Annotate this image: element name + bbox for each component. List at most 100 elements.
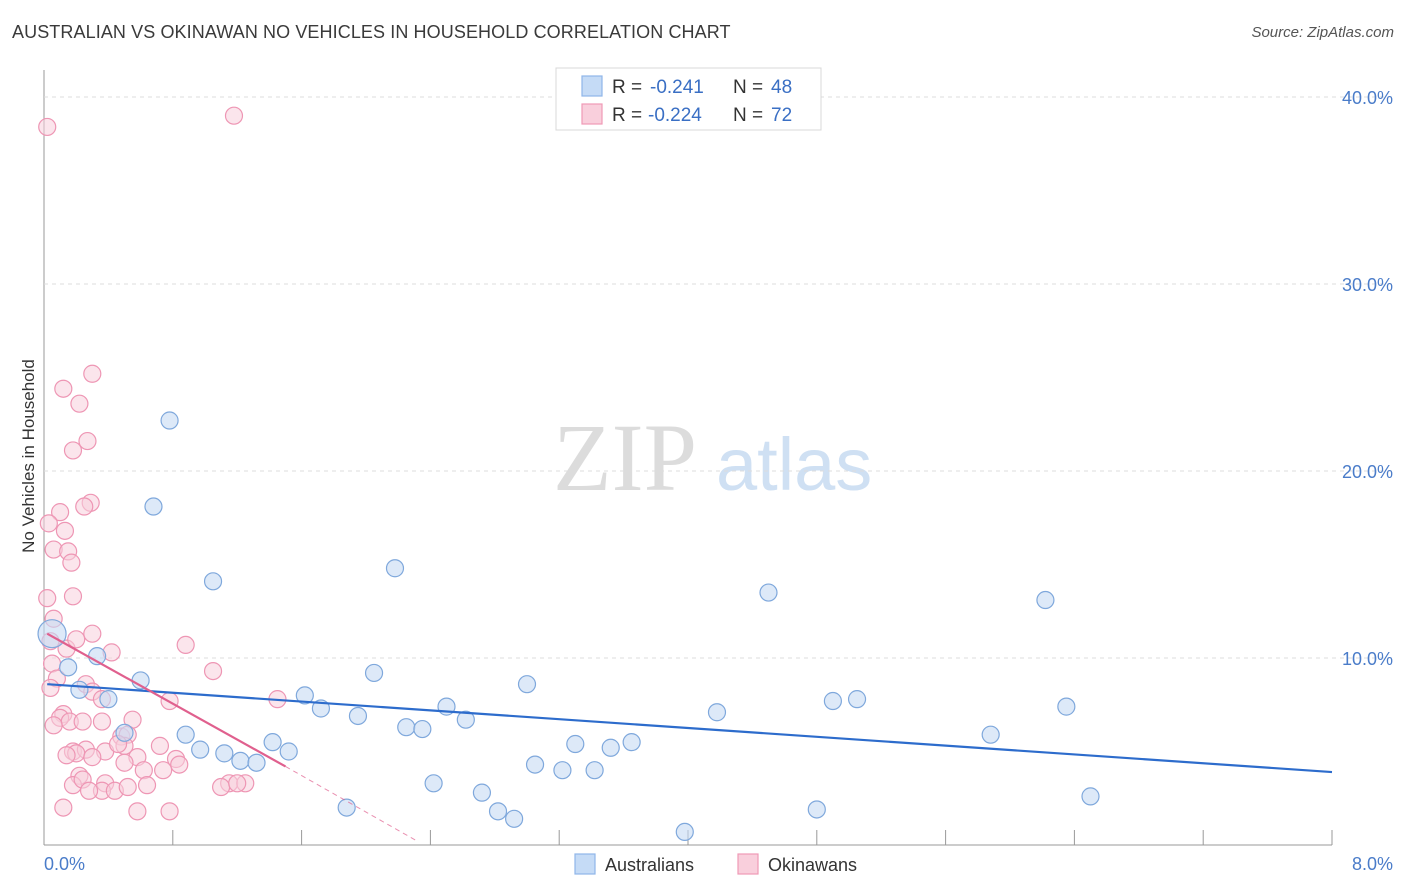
australian-point	[472, 783, 492, 802]
okinawan-point	[154, 761, 173, 780]
y-tick-label: 10.0%	[1342, 649, 1393, 669]
okinawan-point	[75, 497, 94, 516]
australian-point	[585, 761, 604, 780]
australian-point	[203, 572, 223, 591]
australian-point	[279, 742, 298, 761]
australian-point	[456, 710, 475, 729]
legend-r-label: R =	[612, 77, 642, 98]
okinawan-point	[39, 514, 58, 533]
australian-point	[807, 800, 826, 819]
okinawan-point	[50, 503, 70, 522]
x-tick-label: 0.0%	[44, 854, 85, 874]
source-label: Source: ZipAtlas.com	[1251, 24, 1394, 41]
australian-point	[59, 658, 78, 677]
legend-n-value: 72	[771, 105, 792, 126]
australian-point	[176, 725, 195, 744]
okinawan-point	[228, 774, 247, 793]
okinawan-point	[92, 712, 112, 731]
okinawan-point	[224, 106, 244, 125]
okinawan-point	[44, 716, 63, 735]
okinawan-point	[212, 777, 231, 797]
okinawans-trend-extension	[285, 766, 418, 842]
australians-trend-line	[47, 683, 1333, 774]
australian-point	[295, 686, 314, 705]
australian-point	[553, 761, 572, 780]
australian-point	[981, 725, 1000, 744]
australian-point	[37, 619, 67, 649]
australian-point	[847, 690, 867, 709]
legend-r-label: R =	[612, 105, 642, 126]
legend-swatch-okinawans	[581, 103, 603, 125]
y-tick-label: 40.0%	[1342, 88, 1393, 108]
okinawan-point	[70, 394, 89, 413]
okinawan-point	[73, 712, 92, 731]
australian-point	[424, 774, 443, 793]
chart-title: AUSTRALIAN VS OKINAWAN NO VEHICLES IN HO…	[12, 22, 731, 42]
australian-point	[1057, 697, 1076, 716]
okinawan-point	[38, 589, 57, 608]
australian-point	[525, 755, 545, 774]
australian-point	[1036, 590, 1055, 610]
bottom-legend-swatch-okinawans	[737, 853, 759, 875]
australian-point	[413, 719, 432, 739]
okinawan-point	[55, 521, 75, 540]
australian-point	[622, 733, 641, 752]
okinawan-point	[134, 761, 153, 780]
legend-r-value: -0.224	[648, 105, 702, 126]
australian-point	[385, 559, 405, 578]
okinawans-trend-line	[46, 632, 287, 768]
okinawan-point	[54, 798, 73, 817]
australian-point	[397, 718, 416, 737]
legend-r-value: -0.241	[650, 77, 704, 98]
australian-point	[263, 733, 282, 752]
okinawan-point	[78, 431, 97, 451]
australian-point	[191, 740, 210, 759]
australian-point	[601, 738, 620, 757]
australian-point	[99, 690, 118, 709]
okinawan-point	[118, 777, 137, 797]
legend-n-value: 48	[771, 77, 792, 98]
australian-point	[247, 753, 266, 772]
okinawan-point	[115, 753, 134, 772]
okinawan-point	[150, 736, 170, 755]
bottom-legend-swatch-australians	[574, 853, 596, 875]
y-axis-title: No Vehicles in Household	[19, 359, 38, 553]
legend-n-label: N =	[733, 105, 763, 126]
legend-n-label: N =	[733, 77, 763, 98]
okinawan-point	[83, 624, 102, 643]
australian-point	[1081, 787, 1100, 806]
australian-point	[675, 822, 694, 842]
australian-point	[707, 703, 727, 722]
okinawan-point	[83, 364, 102, 383]
australian-point	[823, 691, 843, 711]
australian-point	[231, 751, 250, 770]
okinawan-point	[63, 587, 83, 606]
australian-point	[517, 675, 537, 694]
okinawan-point	[57, 746, 76, 765]
okinawan-point	[170, 755, 189, 774]
watermark-zip: ZIP	[553, 404, 697, 511]
x-tick-label: 8.0%	[1352, 854, 1393, 874]
australian-point	[566, 734, 585, 754]
okinawan-point	[176, 635, 195, 655]
australian-point	[505, 809, 524, 828]
legend-box: R = -0.241 N = 48 R = -0.224 N = 72	[555, 67, 822, 131]
okinawan-point	[203, 661, 223, 681]
okinawan-point	[128, 802, 147, 821]
australian-point	[759, 583, 778, 602]
okinawan-point	[54, 379, 73, 398]
australian-point	[160, 411, 179, 430]
okinawan-point	[137, 776, 157, 795]
australian-point	[70, 680, 89, 699]
okinawan-point	[63, 441, 83, 460]
australian-point	[144, 497, 163, 516]
watermark-atlas: atlas	[716, 423, 872, 506]
bottom-legend: Australians Okinawans	[574, 853, 857, 875]
okinawan-point	[62, 553, 81, 572]
bottom-legend-okinawans: Okinawans	[768, 855, 857, 875]
okinawan-point	[160, 802, 179, 821]
bottom-legend-australians: Australians	[605, 855, 694, 875]
y-tick-label: 30.0%	[1342, 275, 1393, 295]
australian-point	[364, 663, 384, 683]
australian-point	[215, 744, 234, 763]
